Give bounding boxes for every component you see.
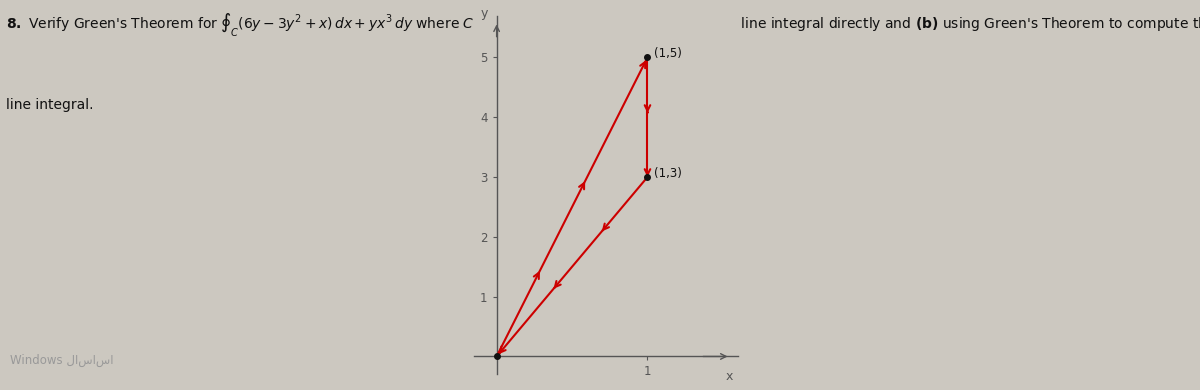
Text: y: y	[480, 7, 487, 20]
Text: Windows لاساسا: Windows لاساسا	[10, 353, 113, 367]
Text: line integral.: line integral.	[6, 98, 94, 112]
Text: x: x	[726, 370, 733, 383]
Text: $\mathbf{8.}$ Verify Green's Theorem for $\oint_C (6y - 3y^2 + x)\,dx + yx^3\,dy: $\mathbf{8.}$ Verify Green's Theorem for…	[6, 12, 1200, 39]
Text: (1,3): (1,3)	[654, 167, 682, 180]
Text: (1,5): (1,5)	[654, 48, 682, 60]
